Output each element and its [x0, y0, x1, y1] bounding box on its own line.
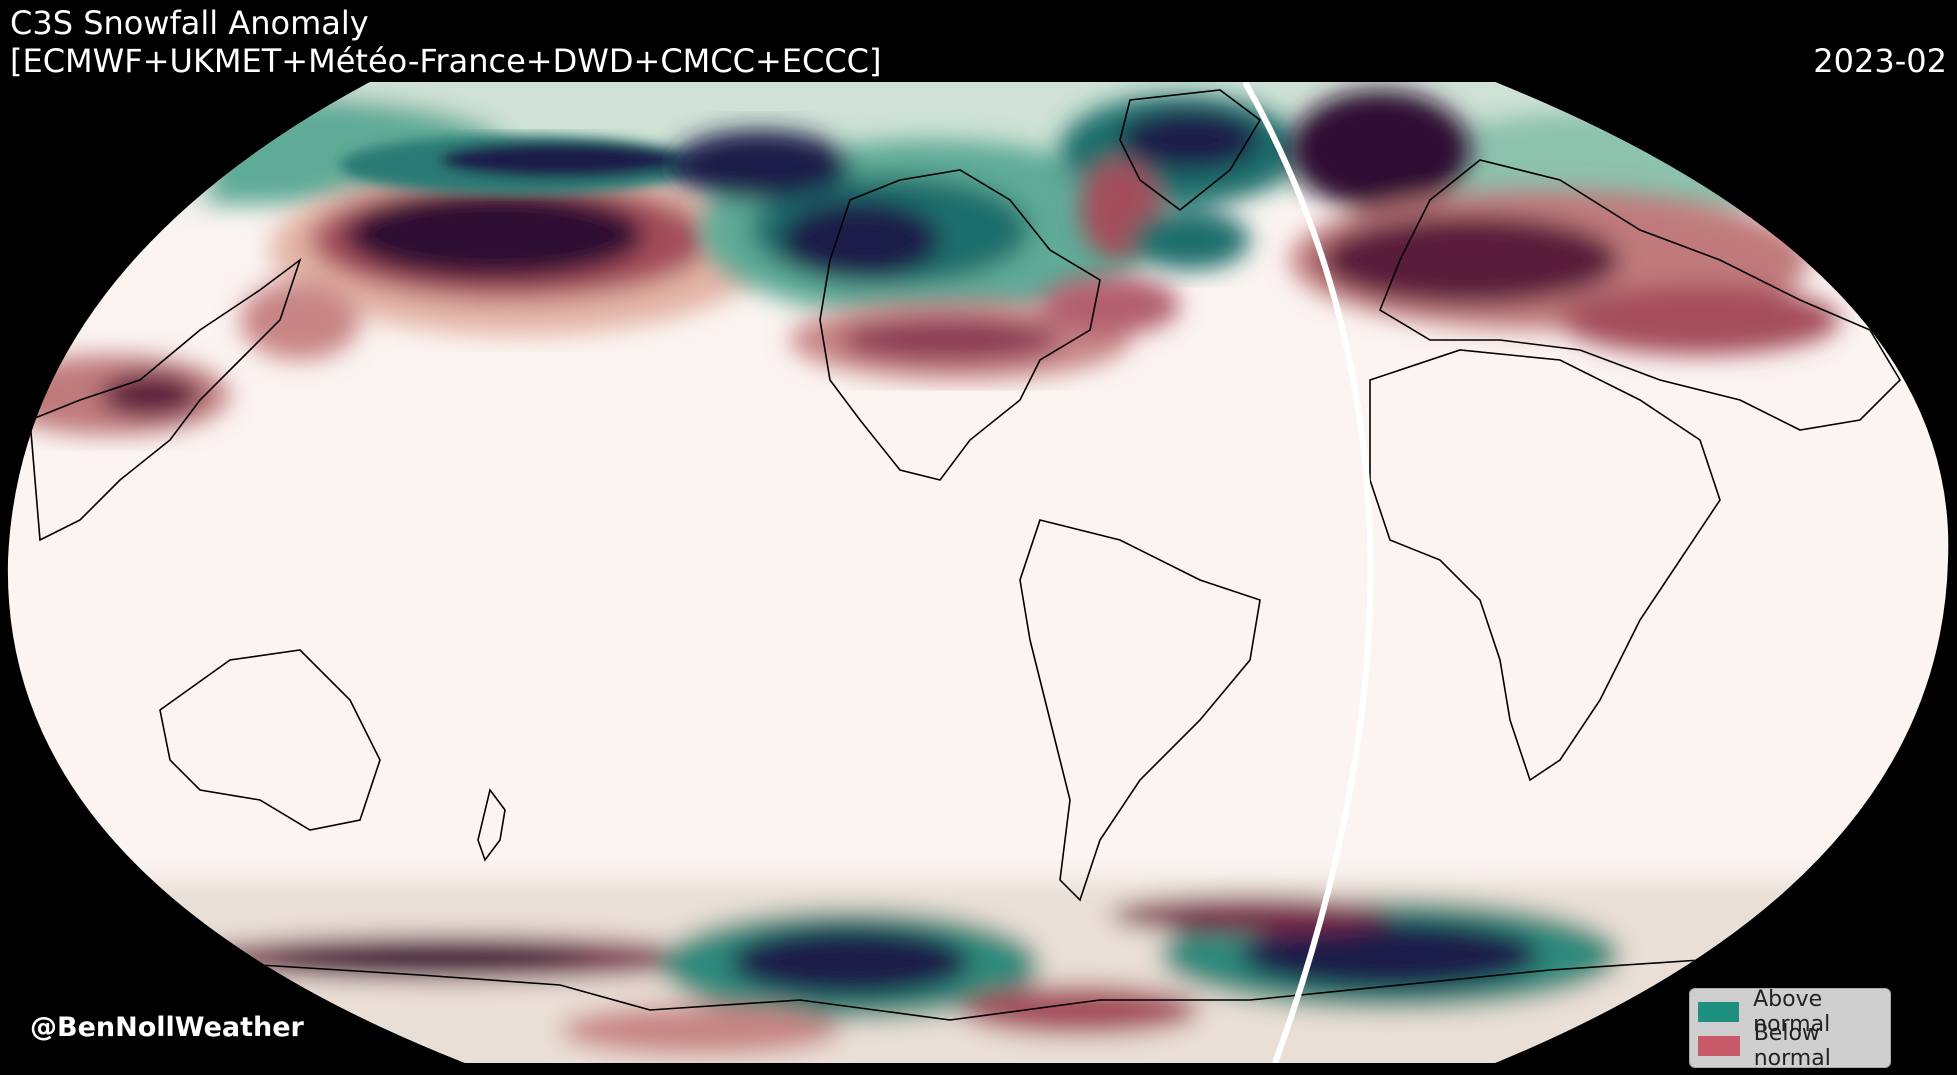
map-title: C3S Snowfall Anomaly [ECMWF+UKMET+Météo-… [10, 4, 882, 80]
new-zealand-outline [477, 788, 506, 862]
legend-label-below: Below normal [1753, 1021, 1831, 1071]
south-america-outline [1019, 519, 1261, 902]
credit-handle: @BenNollWeather [30, 1012, 304, 1043]
east-asia-outline [29, 257, 302, 542]
legend-item-below: Below normal [1698, 1021, 1890, 1071]
dateline-seam [1242, 82, 1374, 1063]
map-date: 2023-02 [1813, 42, 1947, 80]
title-line-2: [ECMWF+UKMET+Météo-France+DWD+CMCC+ECCC] [10, 42, 882, 80]
greenland-outline [1119, 89, 1262, 212]
legend-swatch-below [1698, 1036, 1740, 1056]
legend-label-above: Above normal [1753, 987, 1831, 1037]
legend-swatch-above [1698, 1002, 1740, 1022]
eurasia-below-normal [1290, 90, 1840, 355]
north-america-outline [819, 169, 1101, 481]
canada-above-normal [670, 130, 1160, 320]
southern-ocean-anomaly [7, 880, 1949, 1063]
greenland-anomaly [1060, 95, 1300, 270]
antarctica-outline [259, 949, 1901, 1021]
legend: Above normal Below normal [1689, 987, 1891, 1071]
alaska-above-normal [340, 135, 700, 195]
legend-item-above: Above normal [1698, 987, 1890, 1037]
africa-outline [1369, 349, 1721, 782]
title-line-1: C3S Snowfall Anomaly [10, 4, 369, 42]
coastlines [29, 89, 1902, 1021]
australia-outline [159, 649, 381, 831]
usa-below-normal [790, 275, 1180, 380]
europe-outline [1379, 159, 1902, 431]
north-pacific-below-normal [270, 165, 770, 335]
